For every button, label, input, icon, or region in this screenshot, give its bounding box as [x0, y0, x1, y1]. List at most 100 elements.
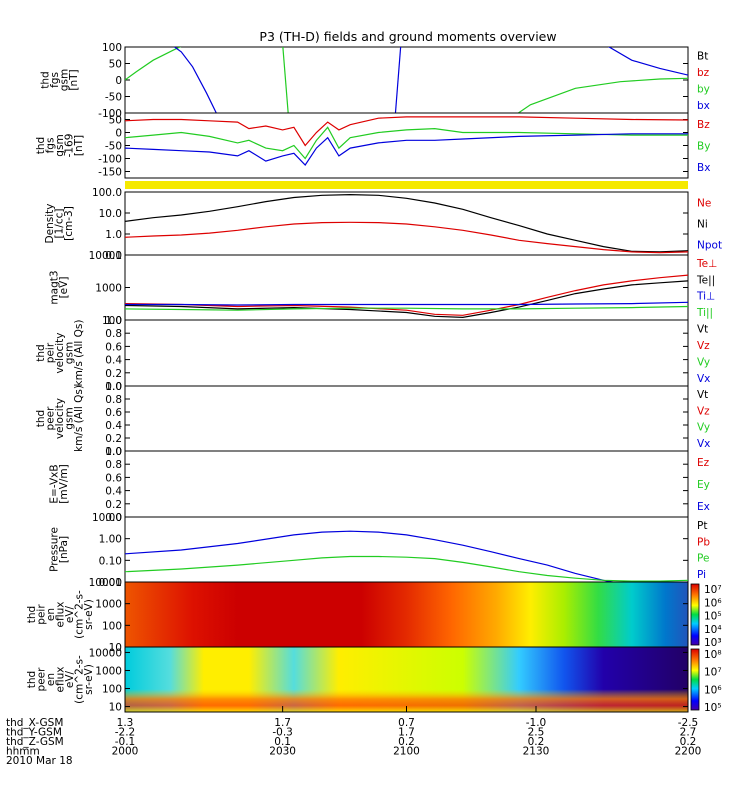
y-axis-label: eV/	[64, 605, 76, 623]
footer-value: 0.2	[528, 736, 545, 748]
y-tick-label: 0.6	[105, 341, 122, 353]
y-axis-label: peir	[36, 604, 48, 625]
series-line-By	[125, 126, 688, 160]
y-axis-label: thd	[35, 410, 47, 427]
y-tick-label: 100.0	[92, 187, 122, 199]
y-tick-label: 50	[109, 59, 122, 71]
legend-entry: Pe	[697, 553, 709, 565]
series-line-Ni	[125, 193, 688, 253]
footer-date: 2010 Mar 18	[6, 755, 73, 767]
y-axis-label: gsm	[54, 134, 66, 156]
footer-value: -2.2	[115, 727, 136, 739]
y-axis-label: peer	[36, 667, 48, 692]
footer-value: -2.5	[678, 717, 699, 729]
footer-value: 0.7	[398, 717, 415, 729]
series-group	[125, 116, 688, 166]
y-axis-label: E=-VxB	[49, 464, 61, 503]
y-axis-label: km/s (All Qs)	[73, 320, 85, 387]
y-tick-label: 1.0	[105, 381, 122, 393]
y-tick-label: 1.0	[105, 446, 122, 458]
colorbar-tick-label: 10⁶	[704, 597, 722, 609]
y-tick-label: 0.1	[105, 250, 122, 262]
footer-value: 2200	[675, 746, 702, 758]
legend-entry: Ti||	[696, 307, 713, 319]
y-tick-label: 100	[102, 315, 122, 327]
y-tick-label: 10000	[89, 577, 122, 589]
legend-entry: Ne	[697, 198, 711, 210]
footer-row-label: thd_Y-GSM	[6, 727, 62, 739]
y-tick-label: 1.0	[105, 315, 122, 327]
y-axis-label: [nT]	[73, 135, 85, 156]
series-line-Bz	[125, 116, 688, 147]
y-tick-label: 10.00	[92, 512, 122, 524]
y-tick-label: 10000	[89, 250, 122, 262]
y-axis-label: [nT]	[68, 69, 80, 90]
y-tick-label: 0.0	[105, 381, 122, 393]
y-axis-label: thd	[40, 71, 52, 88]
panel-frame	[124, 112, 689, 179]
series-line-Pi	[125, 530, 617, 582]
series-line-by	[517, 77, 688, 113]
panel-frame	[124, 516, 689, 583]
legend-entry: Ti⊥	[696, 291, 715, 303]
legend-entry: Te||	[696, 274, 715, 286]
y-axis-label: fgs	[45, 138, 57, 154]
y-axis-label: (cm^2-s-	[74, 655, 86, 704]
series-line-Ti⊥	[125, 301, 688, 306]
y-axis-label: [nPa]	[58, 536, 70, 563]
colorbar-tick-label: 10³	[704, 637, 722, 649]
footer-value: -0.3	[272, 727, 293, 739]
legend-entry: Pt	[697, 520, 707, 532]
y-tick-label: 50	[109, 115, 122, 127]
series-line-bx	[607, 47, 688, 76]
series-line-Te||	[125, 280, 688, 319]
spectrogram-peir_eflux	[125, 582, 688, 647]
series-line-Te⊥	[125, 274, 688, 316]
y-tick-label: 0.4	[105, 355, 122, 367]
legend-entry: Ni	[697, 219, 708, 231]
y-tick-label: 0.6	[105, 472, 122, 484]
y-tick-label: -50	[105, 141, 122, 153]
legend-entry: Bt	[697, 50, 708, 62]
series-group	[125, 193, 688, 254]
y-tick-label: 100	[102, 620, 122, 632]
series-line-by	[125, 47, 182, 81]
y-tick-label: 1.00	[99, 534, 122, 546]
y-tick-label: 0.4	[105, 420, 122, 432]
y-tick-label: 0.8	[105, 394, 122, 406]
panel-peer_vel: 1.00.80.60.40.20.0thdpeervelocitygsmkm/s…	[35, 381, 710, 458]
colorbar-tick-label: 10⁴	[704, 624, 722, 636]
y-tick-label: 100	[102, 42, 122, 54]
footer-value: 0.2	[680, 736, 697, 748]
legend-entry: Pi	[697, 569, 706, 581]
y-tick-label: 1.0	[105, 229, 122, 241]
panel-frame	[124, 319, 689, 387]
y-axis-label: gsm	[64, 342, 76, 364]
legend-entry: Te⊥	[696, 258, 717, 270]
y-axis-label: Density	[44, 204, 56, 244]
legend-entry: Vx	[697, 438, 710, 450]
y-tick-label: -50	[105, 92, 122, 104]
y-axis-label: sr-eV)	[83, 599, 95, 630]
legend-entry: Vz	[697, 340, 710, 352]
footer-value: 2030	[269, 746, 296, 758]
series-line-Ne	[125, 221, 688, 254]
y-tick-label: 0.10	[99, 555, 122, 567]
y-axis-label: eflux	[55, 667, 67, 693]
y-axis-label: (cm^2-s-	[74, 590, 86, 639]
colorbar	[690, 648, 700, 711]
footer-value: 1.7	[398, 727, 415, 739]
y-tick-label: 0.8	[105, 459, 122, 471]
footer-value: 2.7	[680, 727, 697, 739]
footer-value: 2130	[523, 746, 550, 758]
series-line-Ti||	[125, 305, 688, 311]
footer-row-label: hhmm	[6, 746, 40, 758]
legend-entry: Vz	[697, 405, 710, 417]
footer-value: -0.1	[115, 736, 136, 748]
y-tick-label: 10	[109, 702, 122, 714]
